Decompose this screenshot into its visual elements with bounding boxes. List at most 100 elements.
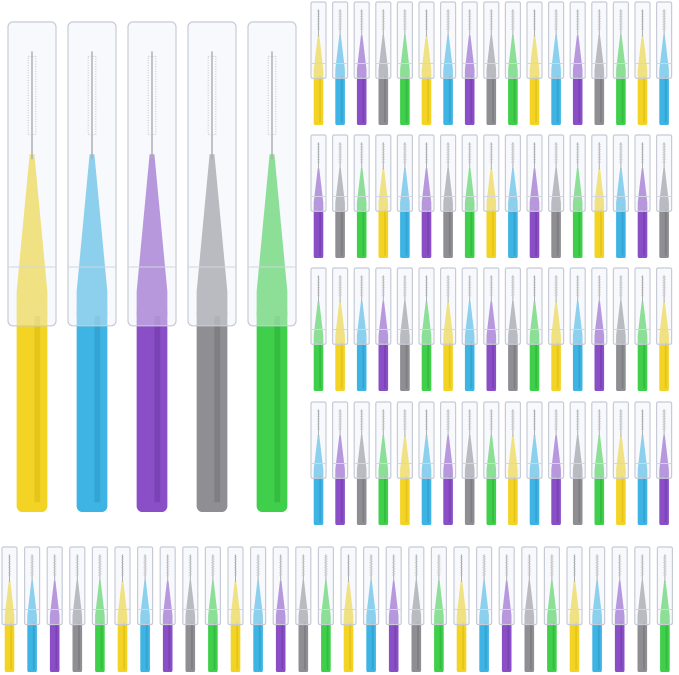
brush-bristles — [338, 276, 342, 297]
brush-bristles — [338, 10, 342, 31]
brush-cap — [634, 401, 651, 479]
brush — [353, 134, 370, 258]
brush-cap — [396, 267, 413, 345]
brush-neck — [400, 435, 410, 476]
handle-shade — [362, 475, 365, 523]
brush — [591, 267, 608, 391]
brush-cap — [332, 267, 349, 345]
brush-neck — [572, 301, 583, 342]
brush-handle — [411, 619, 422, 672]
brush — [547, 134, 565, 258]
handle-shade — [405, 475, 408, 523]
handle-shade — [470, 208, 473, 256]
brush-bristles — [597, 10, 601, 31]
brush-cap — [453, 546, 470, 626]
brush — [566, 546, 583, 672]
handle-shade — [643, 475, 646, 523]
brush-bristles — [554, 410, 558, 431]
brush-bristles — [597, 410, 601, 431]
brush — [353, 1, 370, 125]
brush-neck — [508, 168, 518, 209]
brush-bristles — [640, 143, 644, 164]
brush-neck — [614, 580, 625, 622]
handle-shade — [168, 622, 171, 670]
brush-handle — [49, 619, 60, 672]
brush-handle — [508, 206, 518, 258]
brush-cap — [1, 546, 18, 626]
brush-handle — [594, 73, 605, 125]
brush-neck — [400, 35, 410, 76]
brush — [91, 546, 109, 672]
handle-shade — [621, 475, 624, 523]
brush-cap — [375, 401, 392, 479]
brush-bristles — [640, 410, 644, 431]
brush — [310, 134, 327, 258]
brush-bristles — [424, 410, 428, 431]
brush-neck — [434, 580, 444, 622]
brush-cap — [46, 546, 63, 626]
brush-neck — [421, 35, 432, 76]
handle-shade — [643, 208, 646, 256]
brush — [332, 1, 349, 125]
brush-cap — [310, 267, 327, 345]
brush-cap — [483, 267, 500, 345]
brush — [440, 1, 457, 125]
handle-shade — [214, 316, 221, 503]
handle-shade — [513, 75, 516, 123]
brush-handle — [313, 339, 324, 391]
handle-shade — [340, 75, 343, 123]
brush-cap — [521, 546, 538, 626]
brush — [634, 267, 651, 391]
brush-cap — [375, 134, 392, 212]
handle-shade — [319, 75, 322, 123]
handle-shade — [405, 341, 408, 389]
handle-shade — [55, 622, 58, 670]
brush-neck — [313, 435, 324, 476]
brush — [526, 267, 543, 391]
brush-cap — [569, 1, 586, 79]
brush — [588, 546, 606, 672]
brush — [418, 1, 435, 125]
brush-handle — [4, 619, 15, 672]
brush-neck — [443, 435, 453, 476]
brush-neck — [616, 168, 626, 209]
brush-bristles — [576, 143, 580, 164]
brush — [569, 401, 586, 525]
handle-shade — [578, 475, 581, 523]
brush-bristles — [403, 410, 407, 431]
brush — [396, 267, 413, 391]
brush-neck — [572, 435, 583, 476]
handle-shade — [507, 622, 510, 670]
brush-cap — [440, 134, 457, 212]
handle-shade — [513, 341, 516, 389]
handle-shade — [384, 75, 386, 123]
brush-neck — [230, 580, 241, 622]
handle-shade — [578, 75, 581, 123]
brush-bristles — [511, 410, 515, 431]
brush-bristles — [619, 10, 623, 31]
brush-cap — [91, 546, 109, 626]
brush-cap — [461, 1, 478, 79]
brush-neck — [356, 301, 367, 342]
brush-neck — [551, 435, 561, 476]
handle-shade — [575, 622, 578, 670]
brush — [547, 401, 565, 525]
handle-shade — [213, 622, 216, 670]
handle-shade — [492, 475, 494, 523]
handle-shade — [643, 341, 646, 389]
brush-neck — [637, 168, 648, 209]
handle-shade — [664, 475, 667, 523]
brush-cap — [504, 401, 521, 479]
brush-bristles — [147, 55, 157, 136]
brush-handle — [117, 619, 128, 672]
brush — [569, 134, 586, 258]
handle-shade — [556, 475, 559, 523]
brush — [461, 1, 478, 125]
brush-handle — [486, 206, 497, 258]
brush-cap — [310, 401, 327, 479]
brush-cap — [353, 1, 370, 79]
handle-shade — [123, 622, 126, 670]
brush-neck — [486, 35, 497, 76]
brush-cap — [396, 401, 413, 479]
brush — [569, 267, 586, 391]
